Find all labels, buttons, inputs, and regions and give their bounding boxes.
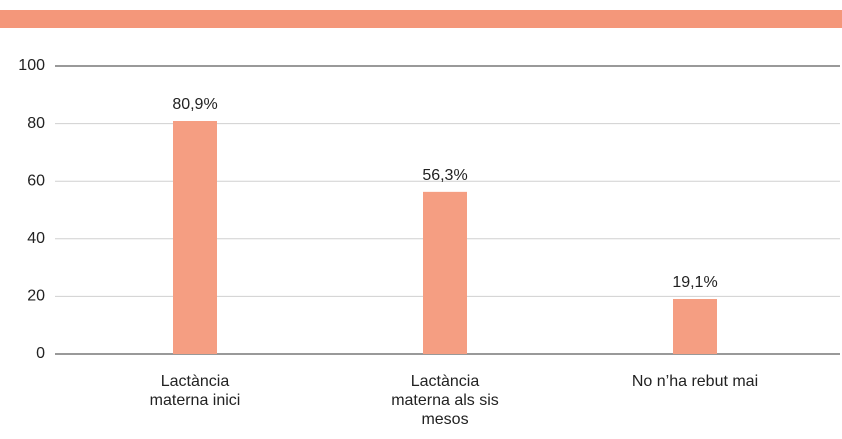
data-label: 19,1% [672,274,717,291]
bar [673,298,717,354]
y-tick-label: 0 [36,345,45,362]
y-tick-label: 20 [27,288,45,305]
bar [173,121,217,355]
data-label: 80,9% [172,96,217,113]
y-tick-label: 40 [27,230,45,247]
x-tick-label: Lactància materna als sis mesos [391,373,499,428]
bar [423,191,467,354]
data-label: 56,3% [422,167,467,184]
header-band [0,10,842,28]
x-tick-label: No n’ha rebut mai [631,373,759,390]
y-tick-label: 100 [18,57,45,74]
y-tick-label: 60 [27,172,45,189]
x-tick-label: Lactància materna inici [149,373,241,409]
y-tick-label: 80 [27,115,45,132]
